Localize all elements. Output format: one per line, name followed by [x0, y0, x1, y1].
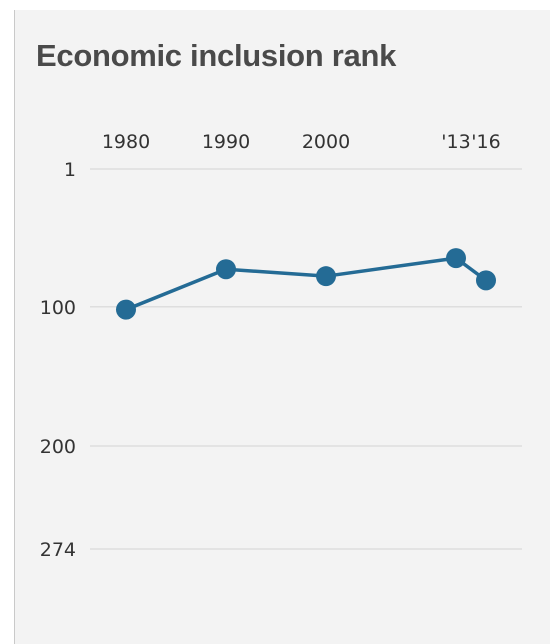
y-tick-label: 274	[40, 539, 76, 561]
data-point-'13	[446, 248, 466, 269]
chart-title: Economic inclusion rank	[36, 38, 397, 73]
y-tick-label: 1	[64, 159, 76, 181]
x-tick-label: 1980	[102, 131, 150, 153]
series-line	[125, 256, 488, 312]
y-tick-label: 200	[40, 436, 76, 458]
data-point-'16	[476, 270, 496, 291]
x-tick-label: 1990	[202, 131, 250, 153]
data-point-2000	[316, 266, 336, 287]
x-tick-label: 2000	[302, 131, 350, 153]
y-tick-label: 100	[40, 297, 76, 319]
x-tick-label: '16	[471, 131, 500, 153]
data-point-1990	[216, 259, 236, 280]
x-tick-label: '13	[441, 131, 470, 153]
data-point-1980	[116, 299, 136, 320]
chart-card	[14, 10, 550, 644]
